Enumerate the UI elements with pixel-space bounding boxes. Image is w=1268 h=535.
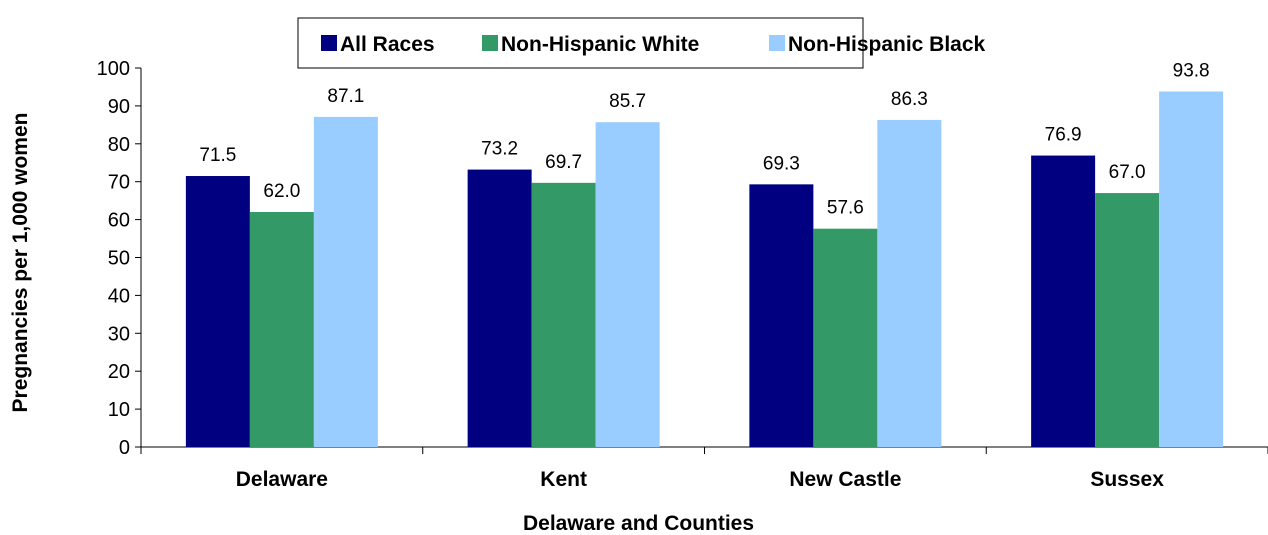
data-label: 76.9 <box>1045 125 1082 146</box>
data-label: 57.6 <box>827 198 864 219</box>
x-tick-label: New Castle <box>789 468 901 491</box>
bar <box>1159 91 1224 448</box>
legend: All Races Non-Hispanic White Non-Hispanic … <box>297 17 986 69</box>
legend-label: Non-Hispanic Black <box>788 33 986 56</box>
x-axis: Delaware Kent New Castle Sussex <box>140 446 1268 491</box>
data-label: 85.7 <box>609 91 646 112</box>
data-label: 93.8 <box>1173 60 1210 81</box>
data-label: 87.1 <box>327 86 364 107</box>
legend-swatch <box>482 35 498 51</box>
y-axis: 0 10 20 30 40 50 60 70 80 90 100 <box>97 58 142 459</box>
y-tick-label: 80 <box>108 134 130 156</box>
bar <box>813 228 878 447</box>
bar <box>877 119 942 447</box>
y-axis-title: Pregnancies per 1,000 women <box>9 113 32 413</box>
data-label: 67.0 <box>1109 162 1146 183</box>
y-tick-label: 70 <box>108 172 130 194</box>
y-tick-label: 0 <box>119 437 130 459</box>
y-tick-label: 60 <box>108 210 130 232</box>
bar <box>185 176 250 447</box>
y-tick-label: 20 <box>108 361 130 383</box>
x-axis-title: Delaware and Counties <box>523 512 754 535</box>
bar <box>1095 193 1160 447</box>
data-label: 62.0 <box>263 181 300 202</box>
y-tick-label: 100 <box>97 58 130 80</box>
x-tick-label: Sussex <box>1090 468 1164 491</box>
x-tick-label: Delaware <box>236 468 328 491</box>
bar <box>531 182 596 447</box>
bar <box>749 184 814 447</box>
y-tick-label: 50 <box>108 248 130 270</box>
data-label: 86.3 <box>891 89 928 110</box>
bars <box>185 91 1224 448</box>
bar <box>313 116 378 448</box>
legend-swatch <box>769 35 785 51</box>
y-tick-label: 30 <box>108 323 130 345</box>
legend-label: All Races <box>340 33 435 56</box>
y-tick-label: 40 <box>108 285 130 307</box>
data-label: 73.2 <box>481 139 518 160</box>
legend-label: Non-Hispanic White <box>501 33 699 56</box>
bar <box>467 169 532 447</box>
bar <box>595 122 660 448</box>
y-tick-label: 90 <box>108 96 130 118</box>
legend-swatch <box>321 35 337 51</box>
legend-box <box>297 17 864 69</box>
y-tick-label: 10 <box>108 399 130 421</box>
data-label: 69.3 <box>763 153 800 174</box>
data-label: 71.5 <box>199 145 236 166</box>
data-label: 69.7 <box>545 152 582 173</box>
bar <box>249 212 314 447</box>
bar <box>1031 155 1096 447</box>
data-labels: 71.5 62.0 87.1 73.2 69.7 85.7 69.3 57.6 86.3 76.9… <box>199 60 1209 218</box>
x-tick-label: Kent <box>540 468 587 491</box>
